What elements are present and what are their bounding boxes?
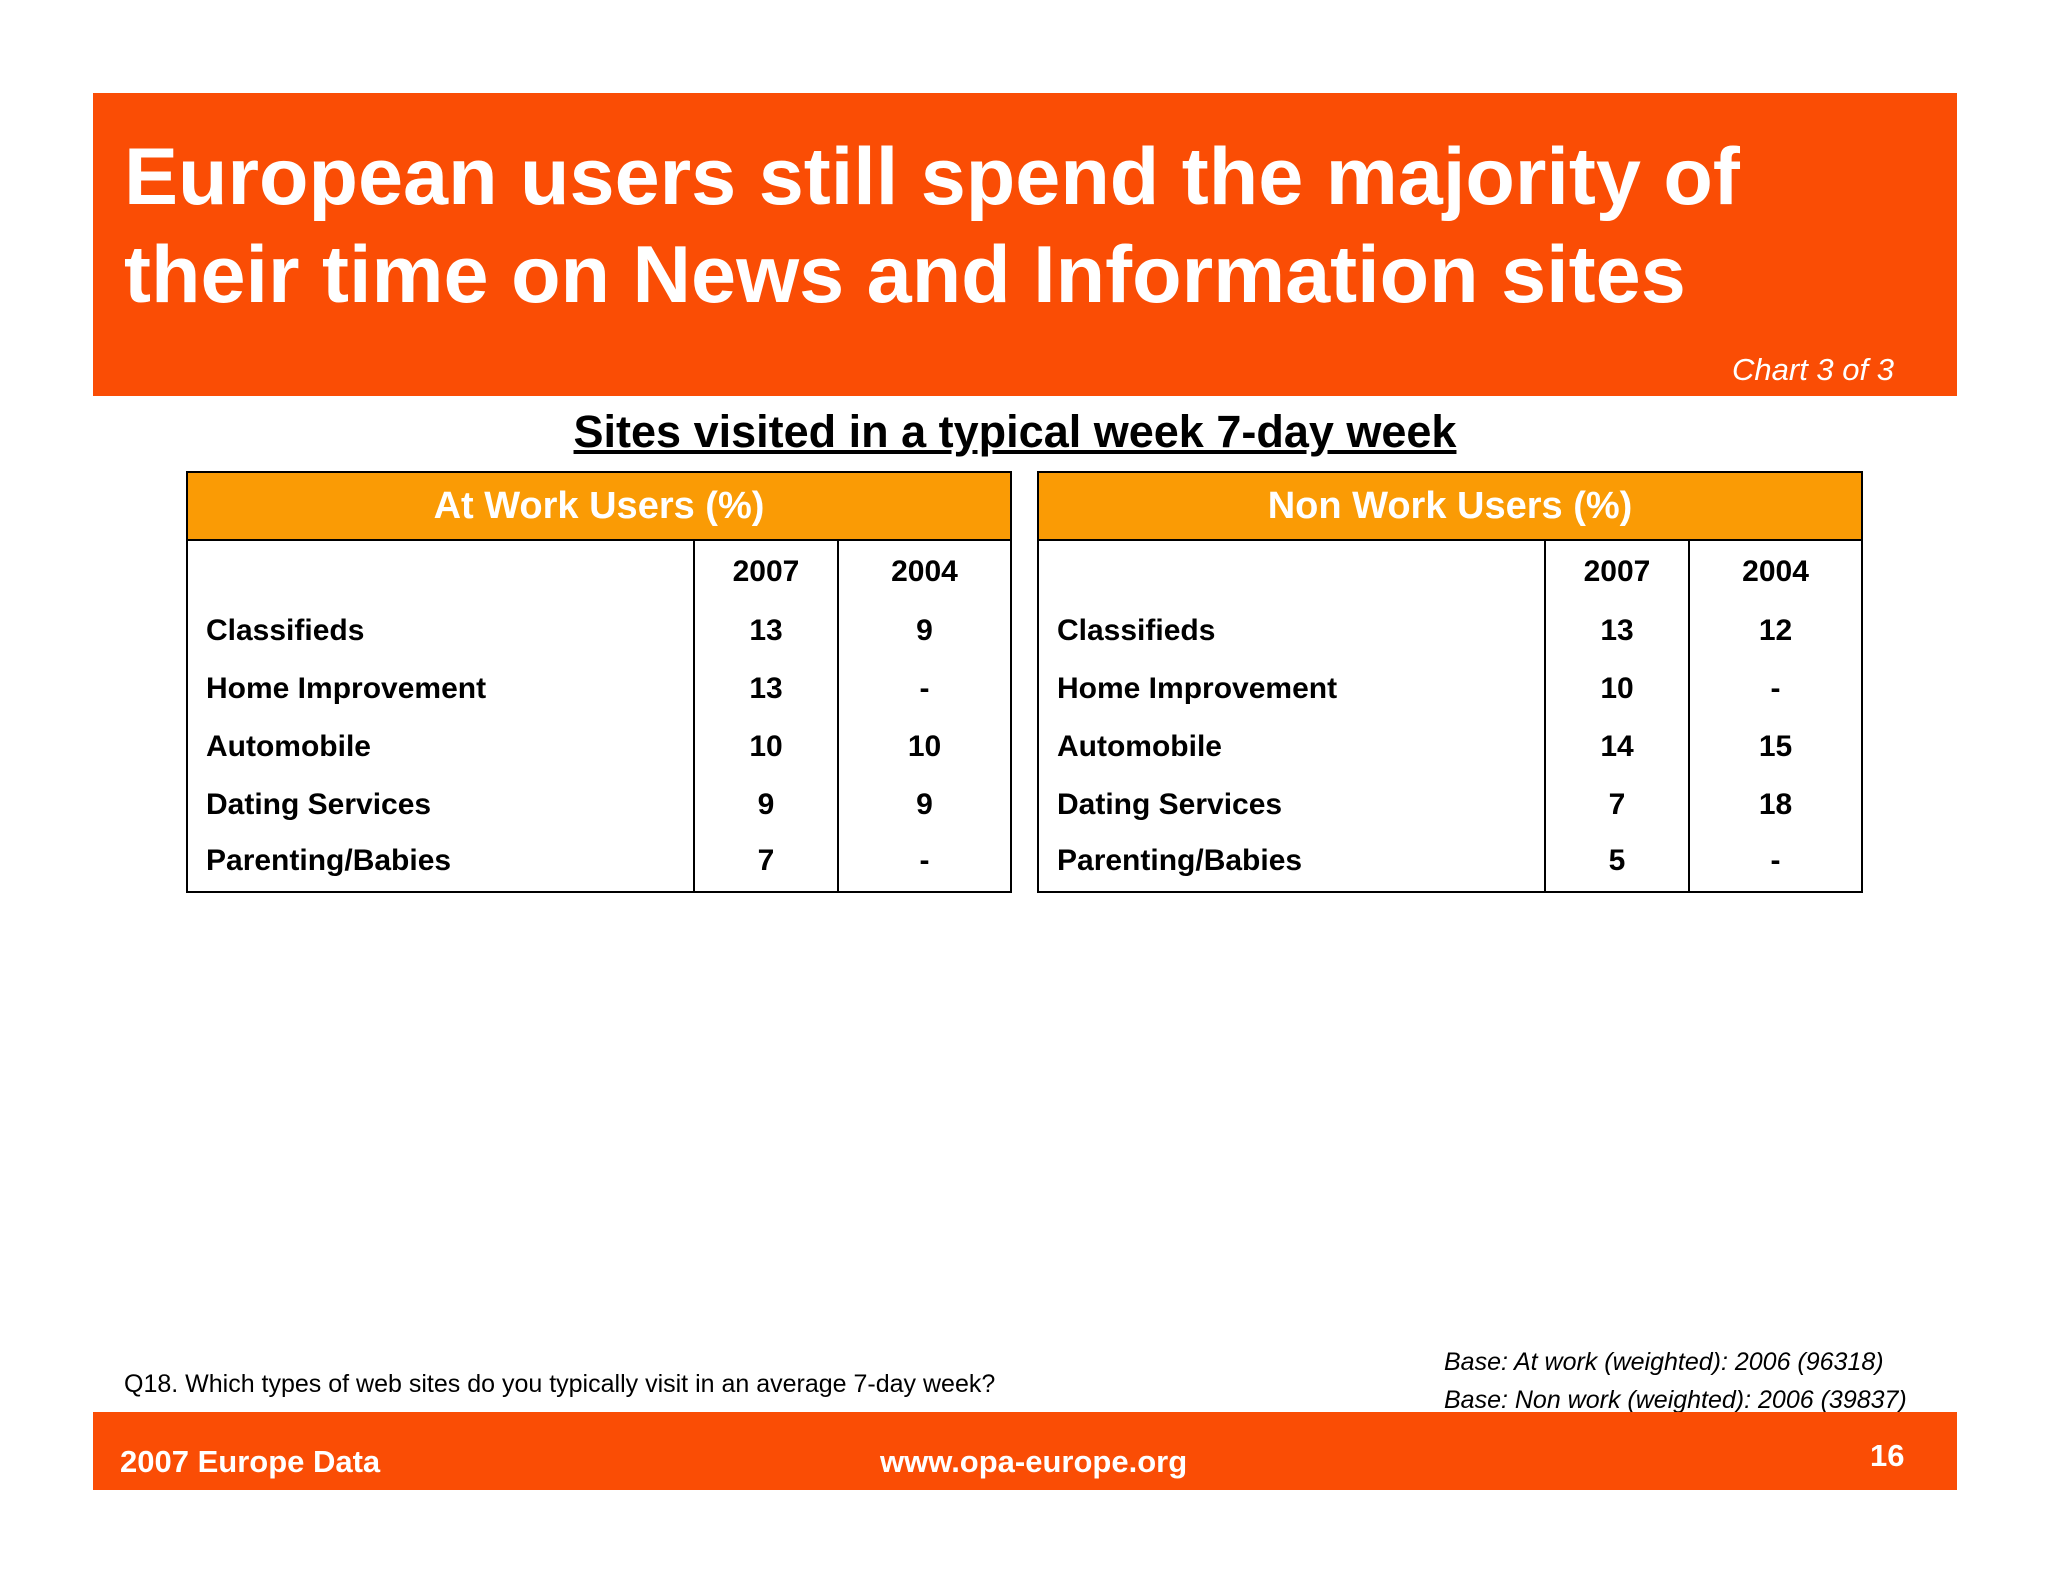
non-work-table: Non Work Users (%) 2007 2004 Classifieds… <box>1037 471 1864 893</box>
table-row: Classifieds 13 9 <box>187 602 1011 660</box>
category-label: Home Improvement <box>1057 672 1338 705</box>
value-2007: 7 <box>693 834 838 892</box>
slide-title: European users still spend the majority … <box>124 132 1740 320</box>
category-label: Dating Services <box>1057 788 1283 821</box>
table-row: Home Improvement 10 - <box>1038 660 1863 718</box>
year-header-row: 2007 2004 <box>187 540 1011 602</box>
category-label: Automobile <box>206 730 371 763</box>
year-header: 2007 <box>1544 540 1689 602</box>
table-row: Dating Services 9 9 <box>187 776 1011 834</box>
value-2004: 15 <box>1687 718 1863 776</box>
base-note-at-work: Base: At work (weighted): 2006 (96318) <box>1444 1348 1884 1376</box>
footer-band <box>93 1412 1957 1490</box>
value-2007: 13 <box>1544 602 1689 660</box>
section-title: Sites visited in a typical week 7-day we… <box>573 406 1457 457</box>
value-2004: 10 <box>837 718 1011 776</box>
table-row: Automobile 14 15 <box>1038 718 1863 776</box>
year-header: 2007 <box>693 540 838 602</box>
value-2004: 12 <box>1687 602 1863 660</box>
table-row: Automobile 10 10 <box>187 718 1011 776</box>
value-2004: 9 <box>837 602 1011 660</box>
page-number: 16 <box>1870 1438 1905 1473</box>
header-band <box>93 93 1957 396</box>
footer-website: www.opa-europe.org <box>880 1444 1188 1479</box>
value-2007: 5 <box>1544 834 1689 892</box>
category-label: Parenting/Babies <box>1057 843 1303 877</box>
year-header: 2004 <box>837 540 1011 602</box>
category-label: Classifieds <box>206 614 365 647</box>
table-row: Home Improvement 13 - <box>187 660 1011 718</box>
value-2007: 13 <box>693 602 838 660</box>
at-work-table: At Work Users (%) 2007 2004 Classifieds … <box>186 471 1012 893</box>
table-title: At Work Users (%) <box>187 472 1011 541</box>
value-2004: - <box>1687 660 1863 718</box>
category-label: Classifieds <box>1057 614 1216 647</box>
value-2007: 10 <box>693 718 838 776</box>
chart-counter: Chart 3 of 3 <box>1732 352 1894 387</box>
category-label: Dating Services <box>206 788 432 821</box>
value-2004: - <box>837 834 1011 892</box>
category-label: Home Improvement <box>206 672 487 705</box>
value-2004: 18 <box>1687 776 1863 834</box>
category-label: Parenting/Babies <box>206 843 452 877</box>
survey-question: Q18. Which types of web sites do you typ… <box>124 1370 996 1398</box>
empty-cell <box>187 540 694 602</box>
empty-cell <box>1038 540 1545 602</box>
value-2007: 10 <box>1544 660 1689 718</box>
value-2007: 7 <box>1544 776 1689 834</box>
table-row: Parenting/Babies 5 - <box>1038 834 1863 892</box>
footer-source: 2007 Europe Data <box>120 1444 381 1479</box>
base-note-non-work: Base: Non work (weighted): 2006 (39837) <box>1444 1386 1907 1414</box>
table-row: Dating Services 7 18 <box>1038 776 1863 834</box>
table-title: Non Work Users (%) <box>1038 472 1863 541</box>
value-2007: 9 <box>693 776 838 834</box>
table-row: Classifieds 13 12 <box>1038 602 1863 660</box>
value-2007: 14 <box>1544 718 1689 776</box>
value-2004: - <box>1687 834 1863 892</box>
value-2004: - <box>837 660 1011 718</box>
value-2004: 9 <box>837 776 1011 834</box>
year-header-row: 2007 2004 <box>1038 540 1863 602</box>
table-row: Parenting/Babies 7 - <box>187 834 1011 892</box>
category-label: Automobile <box>1057 730 1222 763</box>
year-header: 2004 <box>1687 540 1863 602</box>
value-2007: 13 <box>693 660 838 718</box>
